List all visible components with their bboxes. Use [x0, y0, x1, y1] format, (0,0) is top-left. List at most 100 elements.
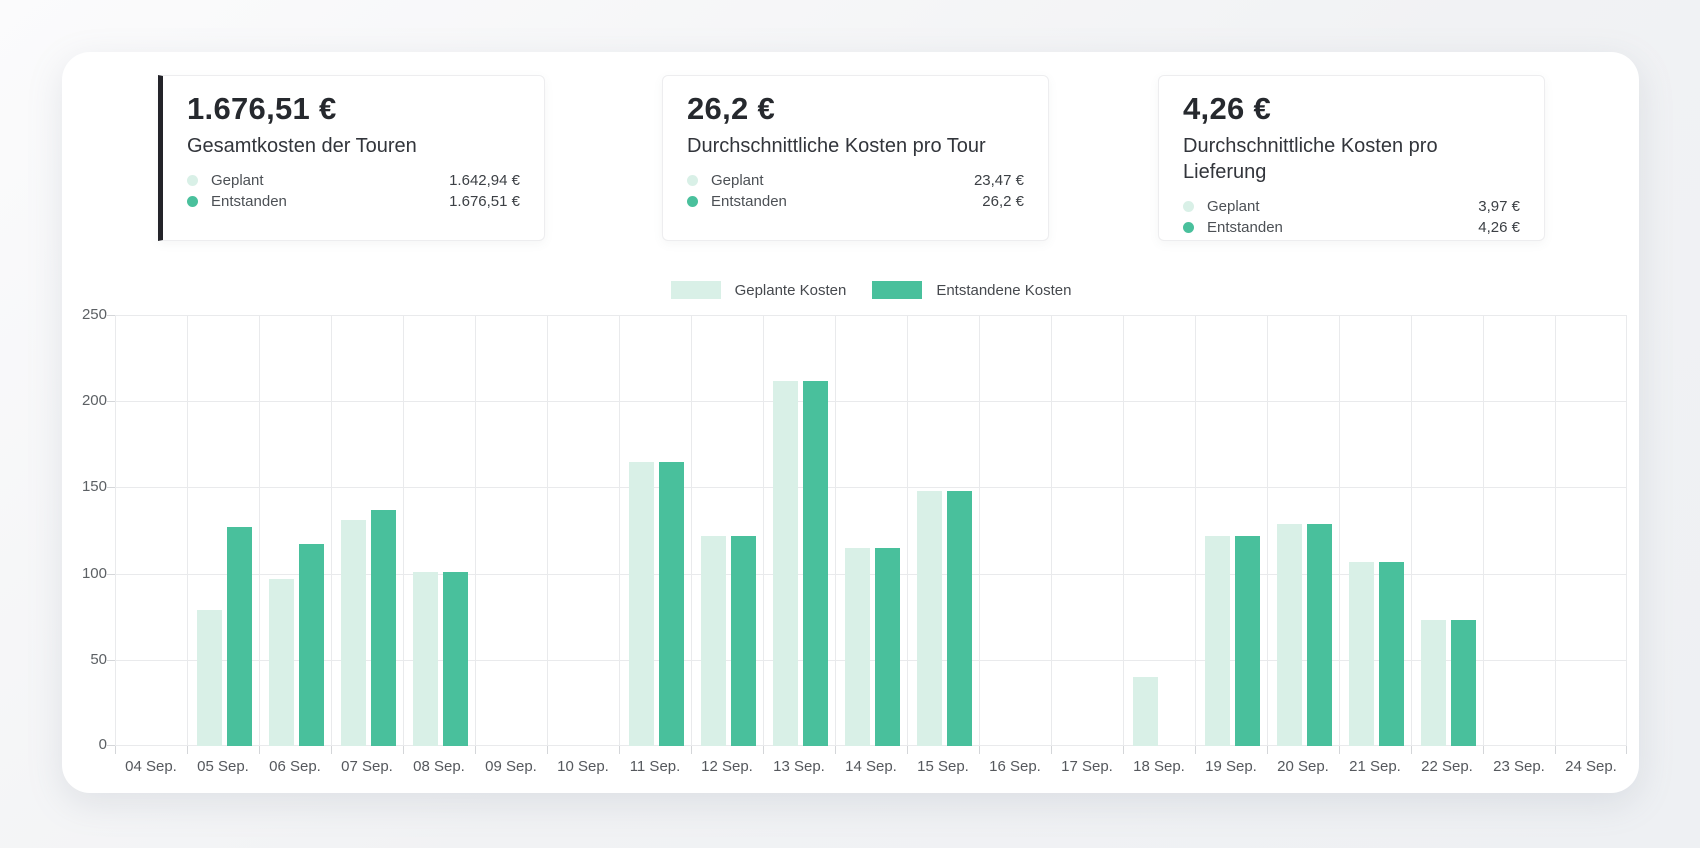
x-axis-label-20-sep: 20 Sep. [1277, 758, 1329, 775]
x-axis-label-17-sep: 17 Sep. [1061, 758, 1113, 775]
kpi-legend-value: 3,97 € [1478, 198, 1520, 215]
gridline-vertical [1339, 315, 1340, 746]
kpi-legend-value: 1.642,94 € [449, 172, 520, 189]
bar-geplant-13-sep[interactable] [773, 381, 798, 746]
geplant-dot-icon [187, 175, 198, 186]
bar-entstanden-05-sep[interactable] [227, 527, 252, 746]
bar-geplant-18-sep[interactable] [1133, 677, 1158, 746]
x-axis-tick [835, 746, 836, 754]
bar-chart-plot-area [107, 315, 1627, 754]
x-axis-tick [475, 746, 476, 754]
y-axis-tick [107, 487, 115, 488]
kpi-legend-label: Entstanden [211, 193, 287, 210]
x-axis-label-21-sep: 21 Sep. [1349, 758, 1401, 775]
kpi-card-kosten-pro-tour[interactable]: 26,2 € Durchschnittliche Kosten pro Tour… [662, 75, 1049, 241]
kpi-value: 26,2 € [687, 91, 775, 126]
bar-entstanden-20-sep[interactable] [1307, 524, 1332, 746]
kpi-value: 1.676,51 € [187, 91, 337, 126]
kpi-legend-row-geplant: Geplant 3,97 € [1183, 196, 1520, 217]
gridline-horizontal [115, 660, 1627, 661]
bar-entstanden-22-sep[interactable] [1451, 620, 1476, 746]
bar-geplant-19-sep[interactable] [1205, 536, 1230, 746]
bar-entstanden-06-sep[interactable] [299, 544, 324, 746]
x-axis-tick [547, 746, 548, 754]
y-axis-label: 250 [81, 306, 107, 323]
bar-geplant-22-sep[interactable] [1421, 620, 1446, 746]
kpi-legend-value: 1.676,51 € [449, 193, 520, 210]
kpi-title: Durchschnittliche Kosten pro Tour [687, 135, 986, 157]
y-axis-label: 50 [90, 651, 107, 668]
x-axis-label-08-sep: 08 Sep. [413, 758, 465, 775]
bar-entstanden-15-sep[interactable] [947, 491, 972, 746]
x-axis-labels: 04 Sep. 05 Sep. 06 Sep. 07 Sep. 08 Sep. 09 Se… [115, 757, 1627, 779]
kpi-legend-row-geplant: Geplant 23,47 € [687, 170, 1024, 191]
x-axis-tick [1555, 746, 1556, 754]
bar-geplant-05-sep[interactable] [197, 610, 222, 746]
kpi-legend-value: 4,26 € [1478, 219, 1520, 236]
x-axis-tick [115, 746, 116, 754]
bar-entstanden-19-sep[interactable] [1235, 536, 1260, 746]
x-axis-tick [691, 746, 692, 754]
kpi-legend-value: 26,2 € [982, 193, 1024, 210]
gridline-horizontal [115, 745, 1627, 746]
bar-geplant-08-sep[interactable] [413, 572, 438, 746]
gridline-horizontal [115, 401, 1627, 402]
chart-legend-item-entstandene-kosten[interactable]: Entstandene Kosten [872, 281, 1071, 299]
bar-geplant-14-sep[interactable] [845, 548, 870, 746]
bar-geplant-11-sep[interactable] [629, 462, 654, 746]
y-axis-label: 100 [81, 565, 107, 582]
geplante-kosten-swatch-icon [670, 281, 721, 299]
y-axis-label: 150 [81, 478, 107, 495]
kpi-title: Gesamtkosten der Touren [187, 135, 417, 157]
x-axis-label-10-sep: 10 Sep. [557, 758, 609, 775]
geplant-dot-icon [1183, 201, 1194, 212]
bar-entstanden-14-sep[interactable] [875, 548, 900, 746]
gridline-vertical [1411, 315, 1412, 746]
bar-entstanden-08-sep[interactable] [443, 572, 468, 746]
bar-geplant-07-sep[interactable] [341, 520, 366, 746]
bar-geplant-20-sep[interactable] [1277, 524, 1302, 746]
gridline-horizontal [115, 574, 1627, 575]
gridline-vertical [835, 315, 836, 746]
entstanden-dot-icon [687, 196, 698, 207]
chart-legend-item-geplante-kosten[interactable]: Geplante Kosten [670, 281, 847, 299]
bar-entstanden-12-sep[interactable] [731, 536, 756, 746]
bar-geplant-21-sep[interactable] [1349, 562, 1374, 746]
x-axis-label-19-sep: 19 Sep. [1205, 758, 1257, 775]
kpi-card-kosten-pro-lieferung[interactable]: 4,26 € Durchschnittliche Kosten pro Lief… [1158, 75, 1545, 241]
kpi-legend-row-entstanden: Entstanden 26,2 € [687, 191, 1024, 212]
gridline-horizontal [115, 315, 1627, 316]
gridline-vertical [691, 315, 692, 746]
kpi-legend-label: Geplant [711, 172, 764, 189]
bar-geplant-15-sep[interactable] [917, 491, 942, 746]
x-axis-label-15-sep: 15 Sep. [917, 758, 969, 775]
chart-legend: Geplante Kosten Entstandene Kosten [115, 281, 1627, 299]
kpi-legend-label: Entstanden [711, 193, 787, 210]
bar-entstanden-11-sep[interactable] [659, 462, 684, 746]
x-axis-tick [331, 746, 332, 754]
bar-entstanden-07-sep[interactable] [371, 510, 396, 746]
kpi-legend-row-geplant: Geplant 1.642,94 € [187, 170, 520, 191]
bar-geplant-06-sep[interactable] [269, 579, 294, 746]
x-axis-label-04-sep: 04 Sep. [125, 758, 177, 775]
gridline-vertical [1626, 315, 1627, 746]
dashboard-panel: 1.676,51 € Gesamtkosten der Touren Gepla… [62, 52, 1639, 793]
gridline-vertical [331, 315, 332, 746]
x-axis-tick [619, 746, 620, 754]
x-axis-label-24-sep: 24 Sep. [1565, 758, 1617, 775]
gridline-vertical [907, 315, 908, 746]
gridline-vertical [475, 315, 476, 746]
x-axis-tick [1483, 746, 1484, 754]
x-axis-tick [1339, 746, 1340, 754]
gridline-vertical [115, 315, 116, 746]
bar-entstanden-13-sep[interactable] [803, 381, 828, 746]
x-axis-label-16-sep: 16 Sep. [989, 758, 1041, 775]
bar-entstanden-21-sep[interactable] [1379, 562, 1404, 746]
kpi-card-gesamtkosten[interactable]: 1.676,51 € Gesamtkosten der Touren Gepla… [158, 75, 545, 241]
x-axis-label-05-sep: 05 Sep. [197, 758, 249, 775]
x-axis-label-22-sep: 22 Sep. [1421, 758, 1473, 775]
gridline-vertical [619, 315, 620, 746]
chart-legend-label: Geplante Kosten [734, 281, 847, 299]
bar-geplant-12-sep[interactable] [701, 536, 726, 746]
gridline-vertical [259, 315, 260, 746]
